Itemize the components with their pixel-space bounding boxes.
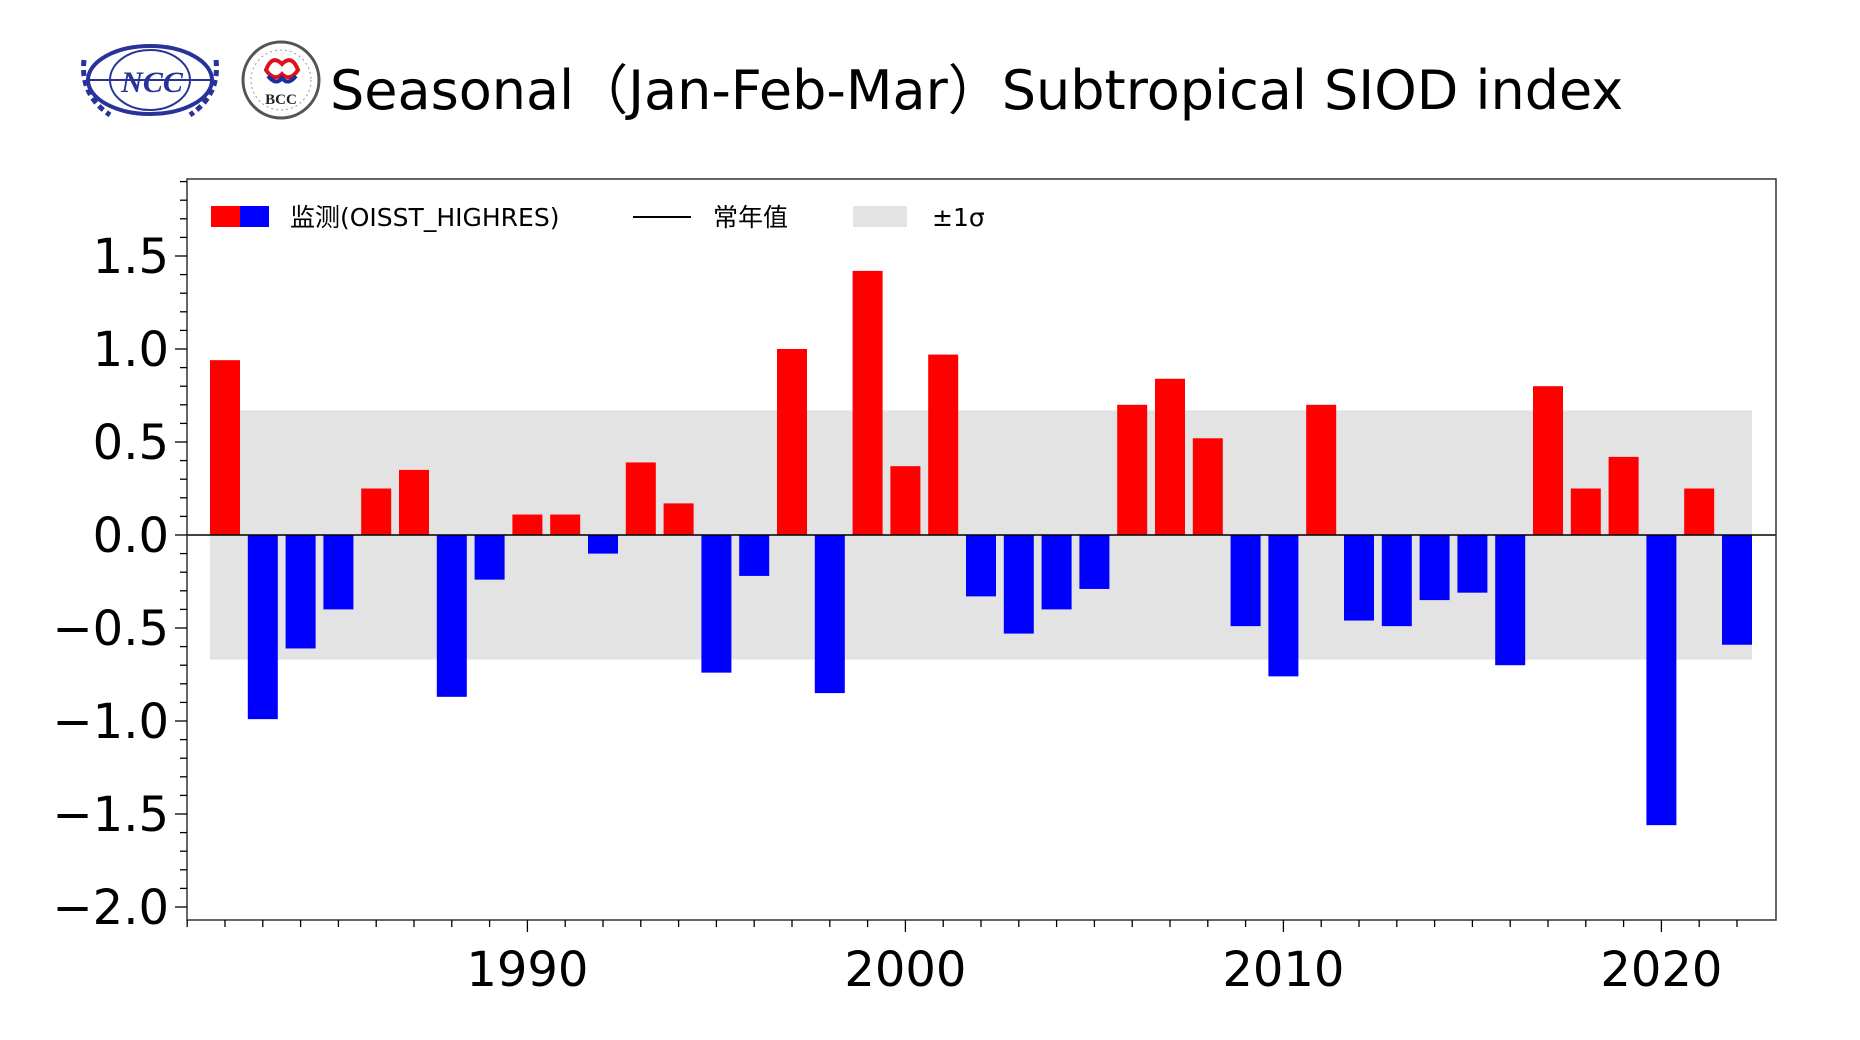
svg-text:BCC: BCC <box>265 92 297 108</box>
bar-1984 <box>285 535 316 649</box>
bar-1996 <box>739 535 770 576</box>
svg-text:NCC: NCC <box>120 66 184 99</box>
bcc-logo: BCC <box>241 40 321 120</box>
bar-2017 <box>1533 386 1563 535</box>
bar-2006 <box>1117 404 1148 535</box>
y-tick-label: −1.5 <box>52 787 169 843</box>
bar-2009 <box>1230 535 1261 627</box>
bar-2014 <box>1419 535 1450 601</box>
chart-title: Seasonal（Jan-Feb-Mar）Subtropical SIOD in… <box>330 59 1623 122</box>
ncc-logo: NCC <box>81 44 219 118</box>
bar-2000 <box>890 466 921 535</box>
y-tick-label: −0.5 <box>52 601 169 657</box>
bar-2010 <box>1268 535 1299 677</box>
y-tick-label: −1.0 <box>52 694 169 750</box>
bar-1983 <box>247 535 278 720</box>
bar-1985 <box>323 535 354 610</box>
bar-1987 <box>399 469 429 535</box>
bar-1997 <box>777 349 807 535</box>
legend-normal-label: 常年值 <box>713 203 788 232</box>
bar-2022 <box>1722 535 1752 645</box>
legend-negative-swatch <box>240 206 269 227</box>
bar-1982 <box>210 360 240 535</box>
bar-1986 <box>361 488 392 535</box>
bar-1995 <box>701 535 732 673</box>
legend-sigma-swatch <box>853 206 907 227</box>
bar-2013 <box>1381 535 1412 627</box>
bar-1994 <box>663 503 694 535</box>
bar-2011 <box>1306 404 1337 535</box>
bar-2018 <box>1570 488 1601 535</box>
x-tick-label: 2020 <box>1600 942 1722 998</box>
legend: 监测(OISST_HIGHRES) 常年值 ±1σ <box>211 203 985 232</box>
bar-2021 <box>1684 488 1715 535</box>
bar-1991 <box>550 514 581 535</box>
bar-2015 <box>1457 535 1488 593</box>
y-tick-label: −2.0 <box>52 880 169 936</box>
bar-2003 <box>1003 535 1034 634</box>
x-tick-label: 2010 <box>1222 942 1344 998</box>
bar-1993 <box>625 462 656 535</box>
bar-1998 <box>814 535 845 694</box>
bar-1999 <box>852 270 883 535</box>
bar-2016 <box>1495 535 1526 666</box>
bar-2019 <box>1608 456 1639 535</box>
plot-area: −2.0 −1.5 −1.0 −0.5 0.0 0.5 1.0 1.5 1990 2000 2010… <box>52 178 1777 998</box>
bar-1992 <box>588 535 618 554</box>
bar-2004 <box>1041 535 1072 610</box>
bar-2001 <box>928 354 959 535</box>
x-tick-label: 2000 <box>844 942 966 998</box>
bar-2007 <box>1155 378 1185 535</box>
bar-2002 <box>966 535 996 597</box>
bar-2008 <box>1192 438 1223 535</box>
y-tick-label: 0.5 <box>93 415 169 471</box>
legend-observed-label: 监测(OISST_HIGHRES) <box>290 203 559 232</box>
x-tick-label: 1990 <box>466 942 588 998</box>
y-tick-label: 1.5 <box>93 229 169 285</box>
bar-1990 <box>512 514 543 535</box>
legend-positive-swatch <box>211 206 240 227</box>
bar-1989 <box>474 535 505 580</box>
y-tick-label: 1.0 <box>93 322 169 378</box>
bar-2012 <box>1344 535 1374 621</box>
y-tick-label: 0.0 <box>93 508 169 564</box>
bar-1988 <box>436 535 467 697</box>
bar-2005 <box>1079 535 1110 589</box>
legend-sigma-label: ±1σ <box>932 203 985 232</box>
bar-2020 <box>1646 535 1677 826</box>
